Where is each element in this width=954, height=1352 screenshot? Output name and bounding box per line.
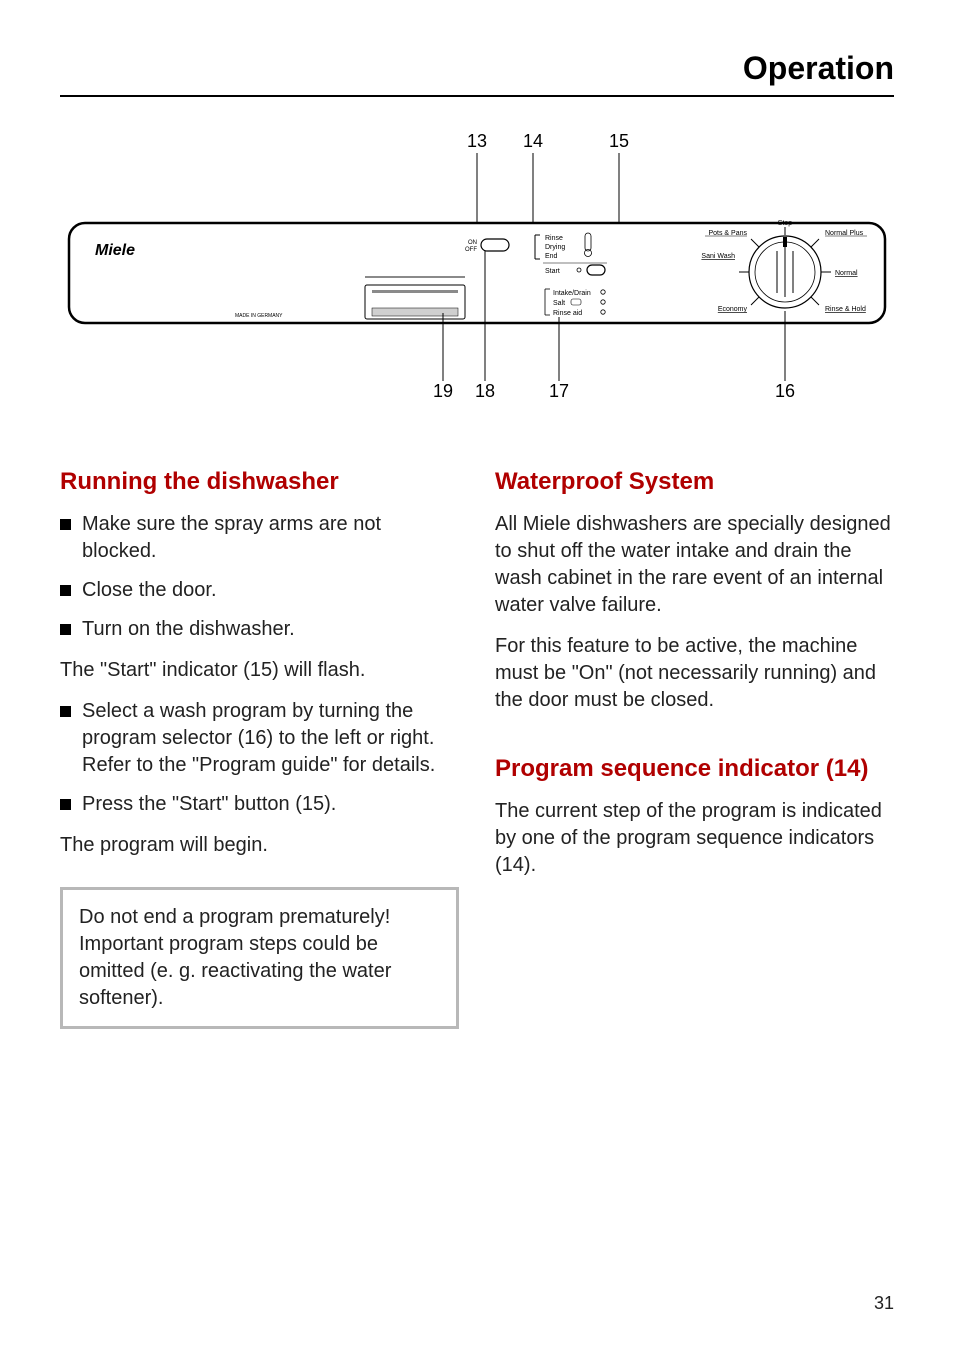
heading-running: Running the dishwasher [60, 467, 459, 497]
ind-intake: Intake/Drain [553, 290, 591, 297]
list-item: Turn on the dishwasher. [60, 616, 459, 643]
dial-sani: Sani Wash [701, 253, 735, 260]
page-number: 31 [874, 1293, 894, 1314]
list-item: Make sure the spray arms are not blocked… [60, 511, 459, 565]
para-waterproof-1: All Miele dishwashers are specially desi… [495, 511, 894, 619]
callout-18: 18 [475, 381, 495, 401]
diagram-container: 13 14 15 Miele MADE IN GERMANY ON OFF [60, 127, 894, 427]
dial-economy: Economy [718, 306, 748, 313]
para-start-flash: The "Start" indicator (15) will flash. [60, 657, 459, 684]
page-title: Operation [60, 50, 894, 97]
right-column: Waterproof System All Miele dishwashers … [495, 467, 894, 1029]
list-item: Select a wash program by turning the pro… [60, 698, 459, 779]
list-item: Press the "Start" button (15). [60, 791, 459, 818]
para-waterproof-2: For this feature to be active, the machi… [495, 633, 894, 714]
bullets-select-start: Select a wash program by turning the pro… [60, 698, 459, 818]
made-in-label: MADE IN GERMANY [235, 313, 283, 319]
callout-16: 16 [775, 381, 795, 401]
callout-19: 19 [433, 381, 453, 401]
callout-17: 17 [549, 381, 569, 401]
ind-salt: Salt [553, 300, 565, 307]
on-off-label: ON [468, 240, 477, 246]
dial-rinse-hold: Rinse & Hold [825, 306, 866, 313]
callout-14: 14 [523, 131, 543, 151]
seq-drying: Drying [545, 244, 565, 251]
bullets-pre-start: Make sure the spray arms are not blocked… [60, 511, 459, 643]
heading-waterproof: Waterproof System [495, 467, 894, 497]
warning-box: Do not end a program prematurely! Import… [60, 887, 459, 1029]
heading-sequence-indicator: Program sequence indicator (14) [495, 754, 894, 784]
svg-text:OFF: OFF [465, 247, 477, 253]
list-item: Close the door. [60, 577, 459, 604]
dial-stop: Stop [778, 220, 793, 227]
para-sequence: The current step of the program is indic… [495, 798, 894, 879]
start-label: Start [545, 268, 560, 275]
ind-rinseaid: Rinse aid [553, 310, 582, 317]
brand-logo: Miele [95, 242, 135, 259]
para-program-begin: The program will begin. [60, 832, 459, 859]
seq-rinse: Rinse [545, 235, 563, 242]
dial-normal: Normal [835, 270, 858, 277]
callout-13: 13 [467, 131, 487, 151]
callout-15: 15 [609, 131, 629, 151]
seq-end: End [545, 253, 558, 260]
control-panel-diagram: 13 14 15 Miele MADE IN GERMANY ON OFF [67, 127, 887, 427]
panel-outline [69, 223, 885, 323]
left-column: Running the dishwasher Make sure the spr… [60, 467, 459, 1029]
